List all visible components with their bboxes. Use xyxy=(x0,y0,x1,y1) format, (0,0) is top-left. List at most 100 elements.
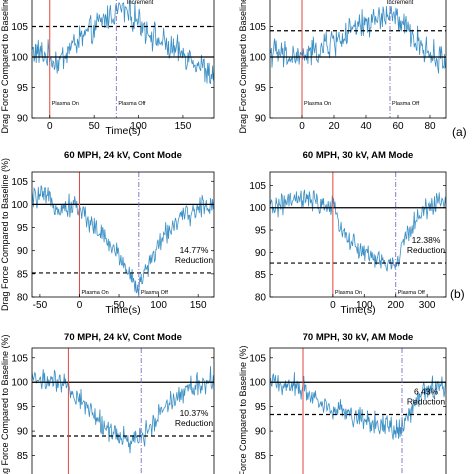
axes-frame xyxy=(269,171,447,298)
y-tick-label: 100 xyxy=(249,203,266,214)
x-tick-label: 80 xyxy=(424,121,436,132)
y-tick-label: 100 xyxy=(11,200,28,211)
series-line xyxy=(270,372,446,440)
y-tick-label: 105 xyxy=(11,353,28,364)
row-label: (a) xyxy=(452,125,467,139)
x-tick-label: 0 xyxy=(47,121,53,132)
axes-frame xyxy=(269,347,447,474)
y-tick-label: 95 xyxy=(17,83,29,94)
y-tick-label: 105 xyxy=(249,181,266,192)
plasma-off-label: Plasma Off xyxy=(118,101,146,107)
y-tick-label: 80 xyxy=(17,293,29,304)
chart-panel-5: 10.37%Reduction 85 90 95 100 105 70 MPH, 24 kV… xyxy=(0,332,215,474)
chart-title: 60 MPH, 30 kV, AM Mode xyxy=(303,150,414,161)
reduction-percent: 10.37% xyxy=(180,408,209,418)
chart-panel-6: 6.43%Reduction 85 90 95 100 105 70 MPH, 30 kV,… xyxy=(238,332,447,474)
plot-area xyxy=(32,0,214,118)
series-line xyxy=(32,0,214,85)
series-line xyxy=(32,185,214,295)
y-tick-label: 95 xyxy=(17,223,29,234)
x-tick-label: 0 xyxy=(330,300,336,311)
y-tick-label: 90 xyxy=(255,114,267,125)
x-tick-label: 40 xyxy=(360,121,372,132)
series-line xyxy=(32,366,214,454)
y-tick-label: 105 xyxy=(11,22,28,33)
x-tick-label: 60 xyxy=(392,121,404,132)
y-tick-label: 85 xyxy=(17,269,29,280)
reduction-label: Reduction xyxy=(175,418,214,428)
y-axis-label: Drag Force Compared to Baseline (%) xyxy=(0,158,10,311)
reduction-label: Reduction xyxy=(407,245,446,255)
y-tick-label: 100 xyxy=(249,378,266,389)
x-tick-label: 150 xyxy=(190,300,207,311)
x-tick-label: 150 xyxy=(175,121,192,132)
chart-panel-2: Plasma On Plasma Off Increment 90 95 100 105 0 2… xyxy=(238,0,447,134)
y-axis-label: Drag Force Compared to Baseline (%) xyxy=(238,0,248,134)
x-tick-label: -50 xyxy=(33,300,48,311)
plasma-on-label: Plasma On xyxy=(335,290,362,296)
chart-title: 60 MPH, 24 kV, Cont Mode xyxy=(64,150,182,161)
x-tick-label: 100 xyxy=(356,300,373,311)
reduction-percent: 12.38% xyxy=(412,235,441,245)
y-tick-label: 105 xyxy=(11,177,28,188)
increment-label: Increment xyxy=(127,0,154,6)
plasma-on-label: Plasma On xyxy=(81,290,108,296)
chart-title: 70 MPH, 24 kV, Cont Mode xyxy=(64,332,182,343)
x-axis-label: Time(s) xyxy=(340,304,375,316)
y-axis-label: Drag Force Compared to Baseline (%) xyxy=(0,0,10,134)
y-tick-label: 95 xyxy=(255,402,267,413)
reduction-percent: 14.77% xyxy=(180,245,209,255)
y-tick-label: 90 xyxy=(255,248,267,259)
plasma-off-label: Plasma Off xyxy=(141,290,169,296)
x-tick-label: 20 xyxy=(328,121,340,132)
axes-frame xyxy=(31,347,215,474)
x-tick-label: 0 xyxy=(299,121,305,132)
y-tick-label: 90 xyxy=(17,246,29,257)
x-tick-label: 200 xyxy=(387,300,404,311)
y-tick-label: 90 xyxy=(17,427,29,438)
row-label: (b) xyxy=(450,287,465,301)
plasma-on-label: Plasma On xyxy=(304,101,331,107)
plot-area xyxy=(270,0,446,118)
y-tick-label: 85 xyxy=(255,451,267,462)
x-axis-label: Time(s) xyxy=(105,125,140,137)
reduction-percent: 6.43% xyxy=(414,386,439,396)
axes-frame xyxy=(269,0,447,119)
plasma-off-label: Plasma Off xyxy=(392,101,420,107)
x-tick-label: 50 xyxy=(113,300,125,311)
chart-panel-3: Plasma On Plasma Off14.77%Reduction808590… xyxy=(0,150,465,316)
y-tick-label: 85 xyxy=(17,451,29,462)
x-tick-label: 300 xyxy=(419,300,436,311)
chart-panel-1: Plasma On Plasma Off Increment 90 95 100 105 0 5… xyxy=(0,0,467,139)
series-line xyxy=(270,189,446,272)
plasma-off-label: Plasma Off xyxy=(398,290,426,296)
y-axis-label: Drag Force Compared to Baseline (%) xyxy=(0,334,10,474)
y-tick-label: 95 xyxy=(17,402,29,413)
y-tick-label: 90 xyxy=(255,427,267,438)
increment-label: Increment xyxy=(387,0,414,6)
x-tick-label: 100 xyxy=(130,121,147,132)
plasma-on-label: Plasma On xyxy=(52,101,79,107)
y-tick-label: 100 xyxy=(249,53,266,64)
chart-panel-4: Plasma On Plasma Off 12.38%Reduction 80 85 90… xyxy=(249,150,447,316)
y-axis-label: Force Compared to Baseline (%) xyxy=(238,345,248,474)
y-tick-label: 85 xyxy=(255,270,267,281)
y-tick-label: 80 xyxy=(255,293,267,304)
y-tick-label: 105 xyxy=(249,22,266,33)
chart-title: 70 MPH, 30 kV, AM Mode xyxy=(303,332,414,343)
y-tick-label: 95 xyxy=(255,226,267,237)
plot-area xyxy=(32,172,214,297)
series-line xyxy=(270,5,446,74)
x-axis-label: Time(s) xyxy=(105,304,140,316)
reduction-label: Reduction xyxy=(407,396,446,406)
x-tick-label: 50 xyxy=(89,121,101,132)
plot-area xyxy=(270,348,446,474)
y-tick-label: 90 xyxy=(17,114,29,125)
axes-frame xyxy=(31,171,215,298)
y-tick-label: 100 xyxy=(11,53,28,64)
plot-area xyxy=(270,172,446,297)
y-tick-label: 105 xyxy=(249,353,266,364)
x-tick-label: 100 xyxy=(150,300,167,311)
reduction-label: Reduction xyxy=(175,255,214,265)
